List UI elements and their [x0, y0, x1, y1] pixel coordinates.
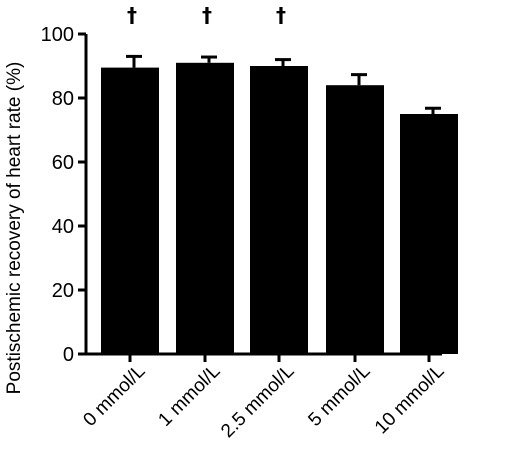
x-ticks: 0 mmol/L 1 mmol/L2.5 mmol/L 5 mmol/L10 mmo… [79, 354, 449, 442]
bar-4 [400, 114, 458, 354]
y-tick-label: 80 [52, 88, 74, 110]
y-tick-label: 100 [41, 24, 74, 46]
significance-markers: † † † [127, 3, 286, 27]
x-tick-label: 5 mmol/L [304, 361, 374, 431]
significance-marker-1: † [202, 3, 212, 27]
bars [101, 62, 458, 355]
y-tick-label: 40 [52, 216, 74, 238]
significance-marker-2: † [276, 3, 286, 27]
y-tick-label: 20 [52, 280, 74, 302]
bar-0 [101, 67, 159, 354]
y-ticks: 0 20 40 60 80 100 [41, 24, 86, 366]
bar-1 [176, 62, 234, 355]
significance-marker-0: † [127, 3, 137, 27]
y-tick-label: 60 [52, 152, 74, 174]
x-tick-label: 0 mmol/L [79, 361, 149, 431]
x-tick-label: 1 mmol/L [154, 361, 224, 431]
error-bars [126, 54, 441, 114]
x-tick-label: 10 mmol/L [371, 361, 449, 439]
y-axis-title: Postischemic recovery of heart rate (%) [4, 62, 25, 395]
x-tick-label: 2.5 mmol/L [217, 361, 298, 442]
bar-2 [250, 66, 308, 354]
bar-3 [326, 85, 384, 354]
y-tick-label: 0 [63, 344, 74, 366]
